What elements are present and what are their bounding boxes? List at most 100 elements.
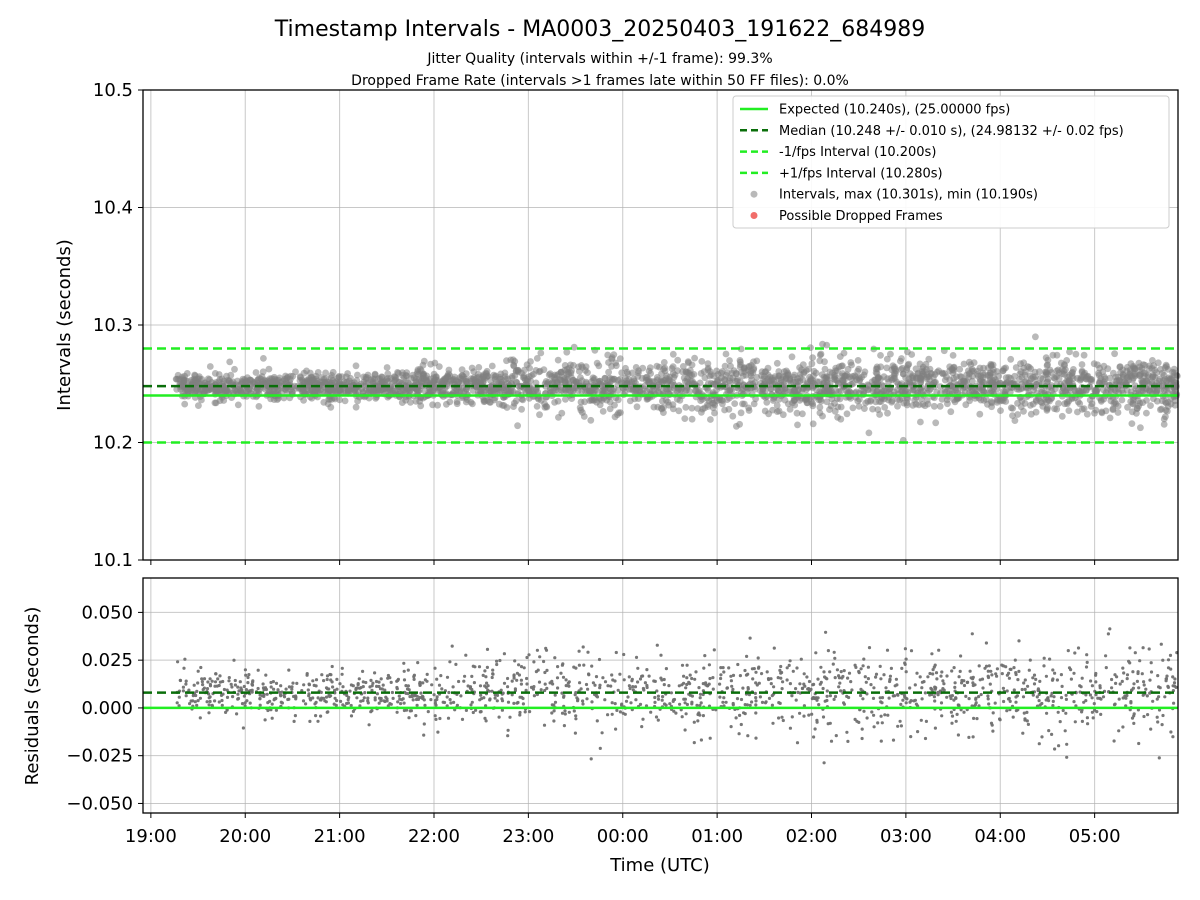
interval-point [809,377,816,384]
residual-point [468,686,472,690]
interval-point [340,378,348,385]
interval-point [930,402,938,410]
interval-point [1153,369,1160,377]
interval-point [331,395,339,403]
interval-point [843,410,851,418]
residual-point [1168,653,1173,658]
residual-point [373,698,377,702]
interval-point [270,373,278,381]
residual-point [1001,686,1006,690]
residual-point [589,757,593,761]
residual-point [198,696,202,700]
residual-point [241,726,245,730]
residual-point [874,675,878,679]
residual-point [950,714,955,718]
residual-point [326,710,330,714]
residual-point [916,730,920,734]
residual-point [660,678,664,682]
interval-point [727,385,734,393]
residual-point [631,685,635,689]
residual-point [609,684,613,688]
residual-point [295,681,299,686]
residual-point [781,680,785,684]
residual-point [415,703,419,707]
interval-point [576,404,584,412]
interval-point [881,404,889,411]
residual-point [940,670,944,674]
interval-point [570,376,577,384]
residual-point [1166,666,1171,670]
residual-point [1117,729,1121,733]
residual-point [684,712,688,716]
residual-point [192,683,196,687]
residual-point [842,669,846,673]
interval-point [629,369,636,377]
residual-point [207,703,211,707]
interval-point [988,399,996,407]
residual-point [971,681,975,685]
interval-point [453,398,461,406]
residuals-y-axis-label: Residuals (seconds) [22,607,43,786]
residual-point [416,697,421,702]
residual-point [1142,683,1146,687]
interval-point [527,377,534,385]
residual-point [213,680,218,684]
interval-point [947,408,955,416]
residual-point [1021,695,1026,699]
residual-point [647,674,651,678]
residual-point [879,677,883,681]
interval-point [919,401,927,408]
interval-point [1162,413,1169,421]
interval-point [1080,351,1088,359]
residual-point [984,641,989,645]
interval-point [322,369,329,377]
residual-point [931,668,935,672]
residual-point [1061,708,1065,713]
residual-point [1091,716,1095,720]
residual-point [941,679,945,683]
residual-point [638,677,643,681]
residual-point [1127,659,1131,663]
residual-point [1051,704,1055,708]
interval-point [429,401,436,409]
residual-point [641,717,645,721]
residual-point [586,687,590,691]
interval-point [612,359,619,367]
residual-point [805,675,809,679]
interval-point [259,368,267,376]
interval-point [626,397,634,405]
residual-point [460,717,465,722]
interval-point [1162,361,1170,369]
residual-point [888,679,892,684]
residual-point [690,702,694,706]
residual-point [887,696,891,700]
residual-point [766,677,771,681]
interval-point [561,362,569,369]
residual-point [282,695,287,699]
residual-point [722,696,726,700]
residual-point [779,664,783,669]
residual-point [493,693,497,697]
residual-point [741,686,745,690]
residual-point [419,691,423,695]
residual-point [463,674,467,678]
residual-point [769,682,773,686]
y-tick-label: −0.050 [66,793,133,814]
residual-point [564,678,568,682]
interval-point [354,397,361,405]
interval-point [854,357,862,364]
residual-point [243,701,247,705]
residual-point [931,672,935,676]
residual-point [622,652,626,657]
residual-point [200,680,204,684]
intervals-y-ticks: 10.110.210.310.410.5 [93,80,143,571]
residual-point [833,656,837,660]
residual-point [989,669,993,673]
residual-point [528,710,532,714]
residual-point [348,689,352,693]
residual-point [590,664,594,668]
interval-point [1058,412,1066,420]
interval-point [387,375,395,382]
interval-point [773,359,781,367]
residual-point [340,666,344,670]
